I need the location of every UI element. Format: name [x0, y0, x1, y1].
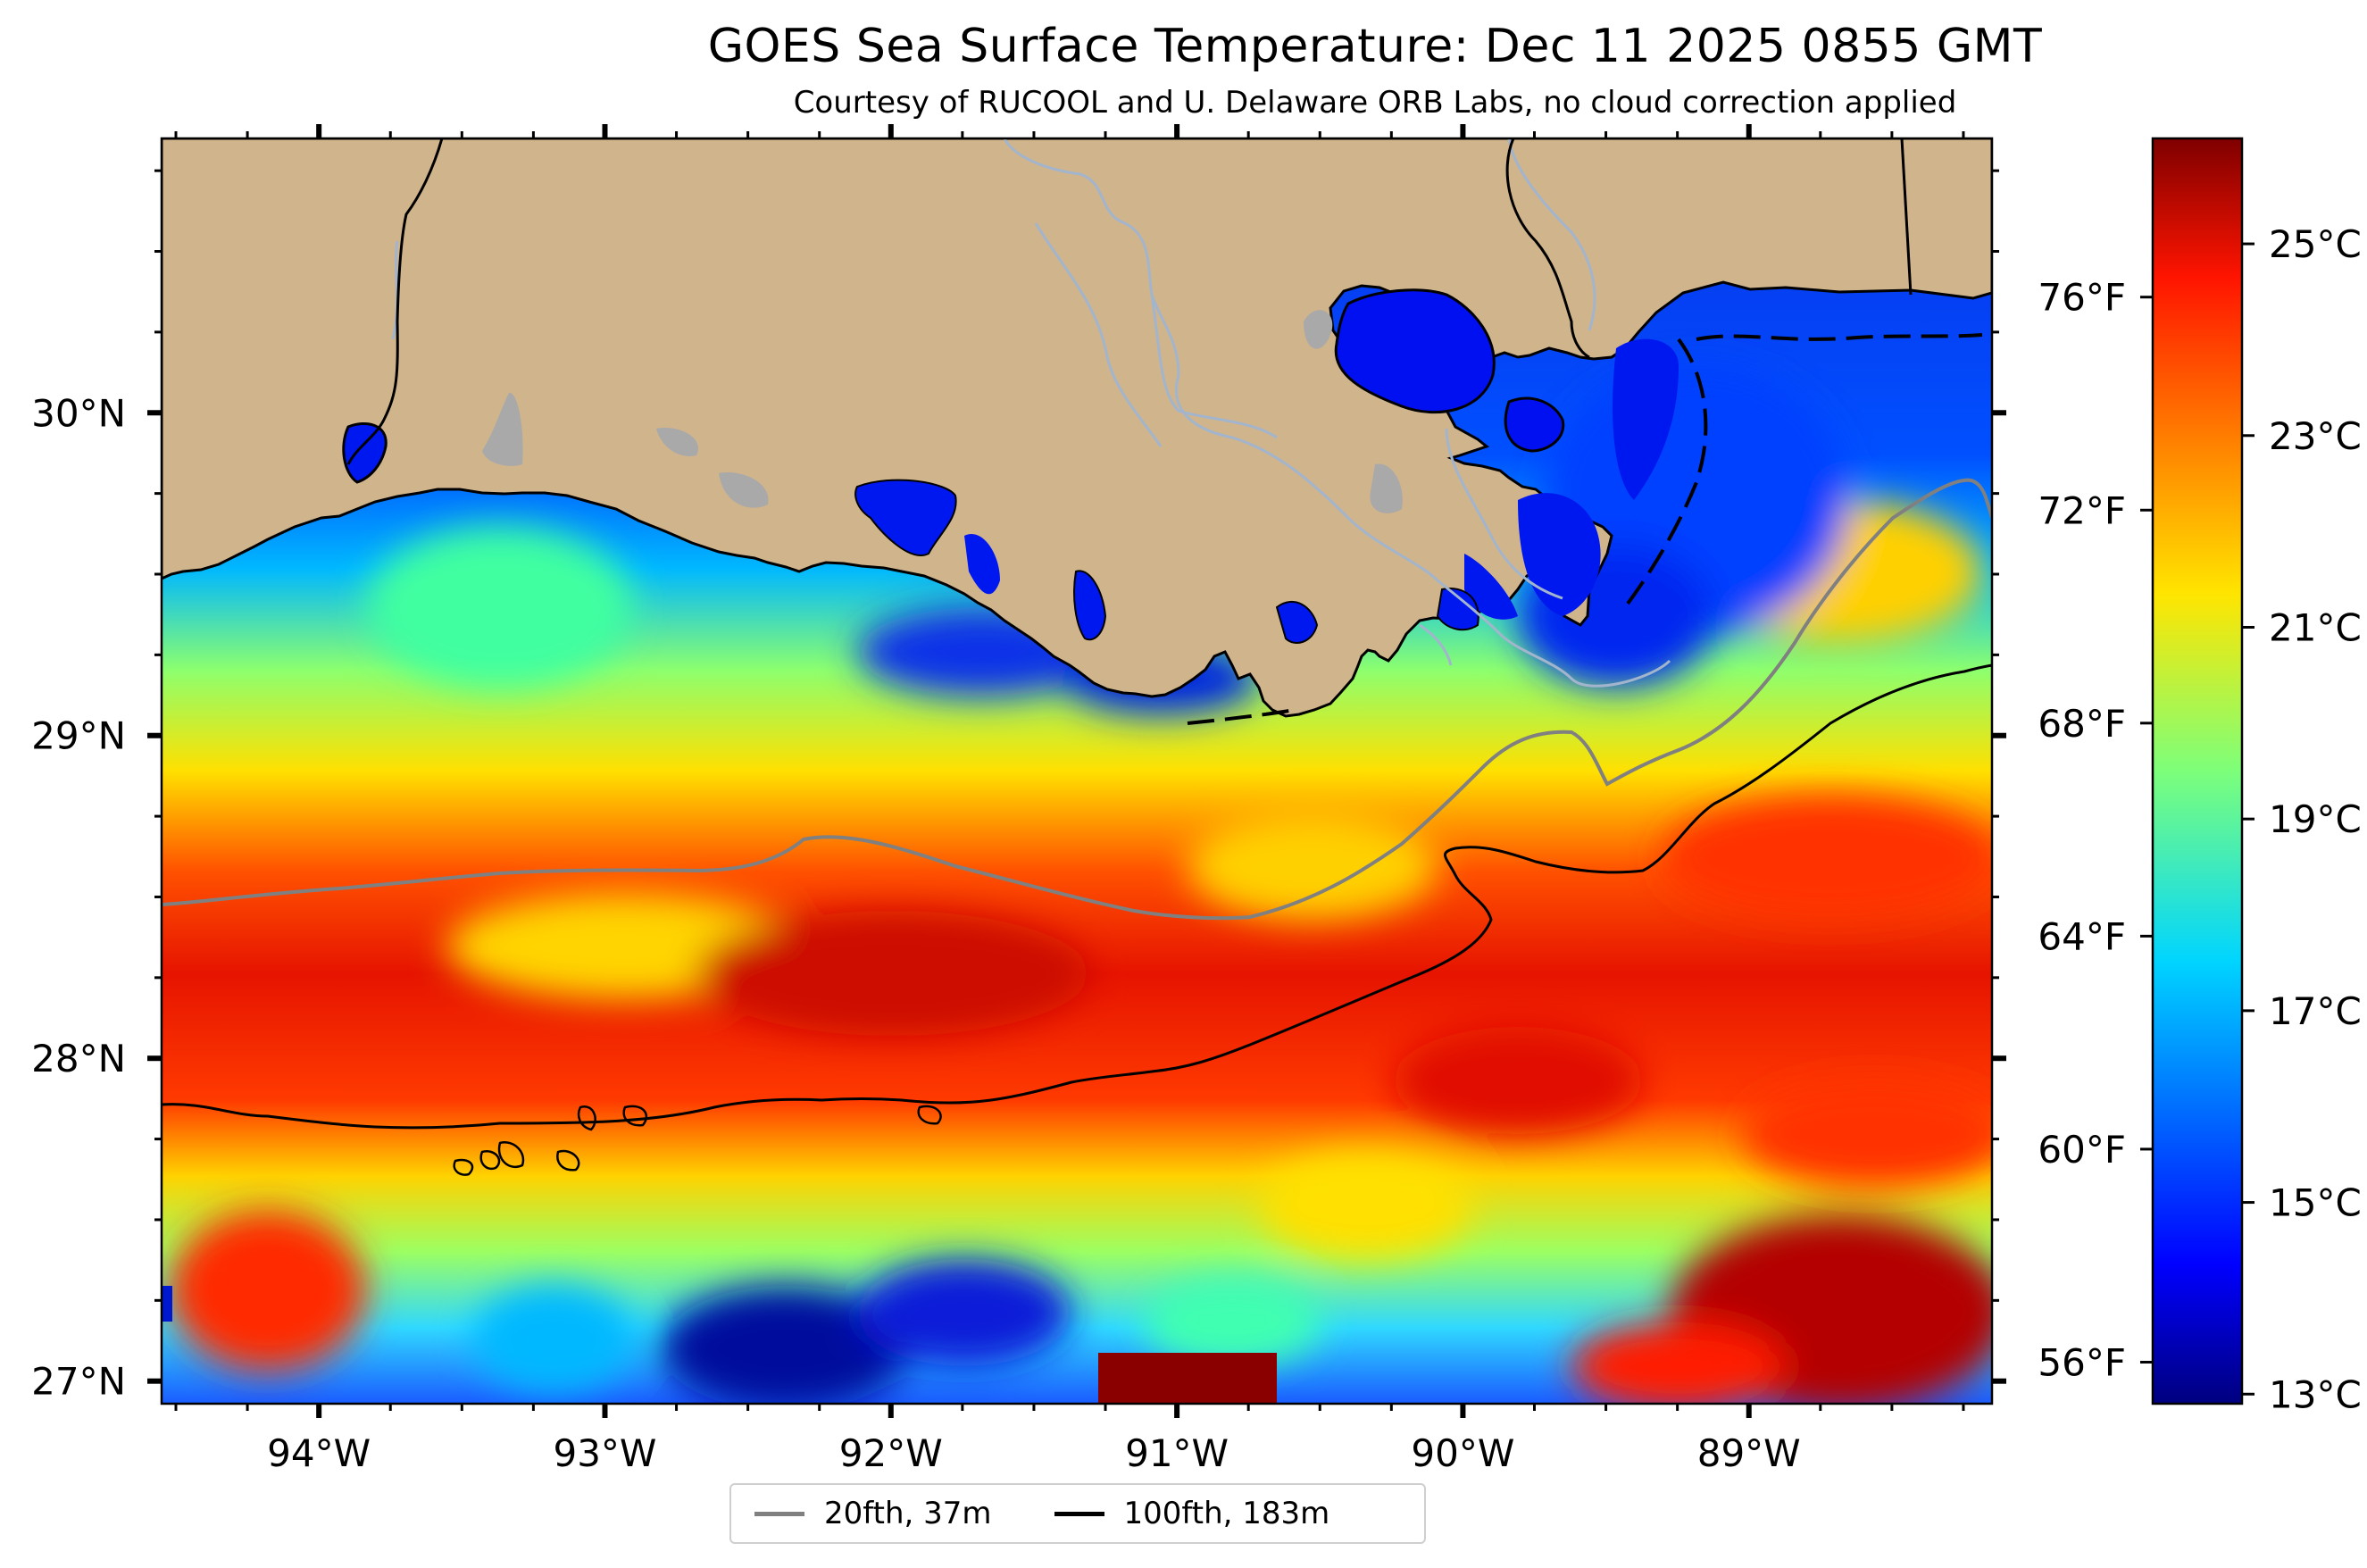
contour-20fth [162, 478, 1992, 921]
contour-100fth [162, 663, 1992, 1130]
lat-tick-label: 30°N [31, 391, 126, 435]
lon-tick-label: 90°W [1411, 1431, 1514, 1475]
lon-tick-label: 91°W [1125, 1431, 1229, 1475]
lat-tick-label: 27°N [31, 1360, 126, 1404]
chart-subtitle: Courtesy of RUCOOL and U. Delaware ORB L… [793, 85, 1957, 121]
lat-tick-label: 28°N [31, 1037, 126, 1080]
chart-title: GOES Sea Surface Temperature: Dec 11 202… [707, 20, 2043, 73]
latitude-axis: 30°N 29°N 28°N 27°N [31, 169, 2006, 1404]
lon-tick-label: 94°W [267, 1431, 371, 1475]
warm-patch [1098, 1353, 1277, 1404]
shoal-lines [1187, 333, 1983, 725]
celsius-tick-label: 21°C [2269, 605, 2362, 649]
celsius-tick-label: 23°C [2269, 414, 2362, 458]
colorbar-gradient [2151, 137, 2244, 1405]
inland-waters [342, 288, 1679, 644]
map-area [162, 138, 1992, 1404]
fahrenheit-tick-label: 60°F [2038, 1128, 2126, 1172]
fahrenheit-tick-label: 64°F [2038, 914, 2126, 958]
celsius-tick-label: 19°C [2269, 797, 2362, 841]
fahrenheit-tick-label: 76°F [2038, 276, 2126, 320]
legend-swatch-100fth [1054, 1511, 1104, 1516]
state-borders [346, 138, 1913, 465]
fahrenheit-tick-label: 72°F [2038, 488, 2126, 532]
fahrenheit-tick-label: 68°F [2038, 702, 2126, 746]
celsius-tick-label: 17°C [2269, 989, 2362, 1033]
legend-item-20fth: 20fth, 37m [754, 1496, 992, 1531]
map-frame [160, 137, 1994, 1405]
fahrenheit-tick-label: 56°F [2038, 1340, 2126, 1384]
legend-item-100fth: 100fth, 183m [1054, 1496, 1330, 1531]
rivers [391, 138, 1671, 688]
reef-islands [453, 1105, 942, 1176]
lon-tick-label: 93°W [553, 1431, 656, 1475]
legend-swatch-20fth [754, 1511, 804, 1516]
celsius-tick-label: 15°C [2269, 1181, 2362, 1225]
celsius-tick-label: 25°C [2269, 222, 2362, 266]
lat-tick-label: 29°N [31, 714, 126, 758]
legend: 20fth, 37m 100fth, 183m [729, 1483, 1426, 1544]
colorbar-fahrenheit-ticks: 76°F 72°F 68°F 64°F 60°F 56°F [2038, 276, 2153, 1384]
colorbar: 25°C 23°C 21°C 19°C 17°C 15°C 13°C 76°F 72°F 68°… [2038, 137, 2362, 1416]
longitude-axis: 94°W 93°W 92°W 91°W 90°W 89°W [174, 124, 1965, 1475]
celsius-tick-label: 13°C [2269, 1372, 2362, 1416]
colorbar-celsius-ticks: 25°C 23°C 21°C 19°C 17°C 15°C 13°C [2242, 222, 2362, 1416]
lon-tick-label: 89°W [1697, 1431, 1801, 1475]
lon-tick-label: 92°W [839, 1431, 943, 1475]
legend-label-100fth: 100fth, 183m [1123, 1496, 1330, 1531]
legend-label-20fth: 20fth, 37m [824, 1496, 992, 1531]
